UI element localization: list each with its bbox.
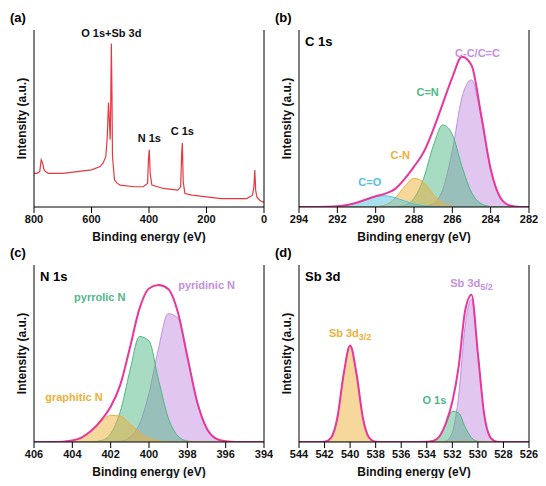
svg-text:C-C/C=C: C-C/C=C <box>455 47 500 59</box>
svg-text:394: 394 <box>255 448 273 460</box>
svg-text:406: 406 <box>25 448 43 460</box>
html-text:(d): (d) <box>275 245 292 260</box>
svg-text:C 1s: C 1s <box>171 125 194 137</box>
svg-text:282: 282 <box>520 213 538 225</box>
svg-text:404: 404 <box>63 448 82 460</box>
svg-text:400: 400 <box>140 213 158 225</box>
html-text:Sb 3d: Sb 3d <box>305 269 341 284</box>
svg-text:290: 290 <box>366 213 384 225</box>
svg-text:Binding energy (eV): Binding energy (eV) <box>92 230 205 243</box>
svg-text:Sb 3d3/2: Sb 3d3/2 <box>329 327 371 342</box>
svg-text:Sb 3d5/2: Sb 3d5/2 <box>450 277 492 292</box>
svg-text:396: 396 <box>216 448 234 460</box>
svg-text:292: 292 <box>328 213 346 225</box>
svg-text:Intensity (a.u.): Intensity (a.u.) <box>15 78 29 159</box>
svg-text:402: 402 <box>101 448 119 460</box>
svg-text:pyrrolic N: pyrrolic N <box>74 291 125 303</box>
html-text:C 1s: C 1s <box>305 34 333 49</box>
svg-text:528: 528 <box>494 448 512 460</box>
svg-text:0: 0 <box>261 213 267 225</box>
svg-text:800: 800 <box>25 213 43 225</box>
svg-text:284: 284 <box>481 213 500 225</box>
svg-text:C=O: C=O <box>358 176 381 188</box>
svg-text:400: 400 <box>140 448 158 460</box>
svg-text:294: 294 <box>290 213 309 225</box>
svg-text:Binding energy (eV): Binding energy (eV) <box>357 465 470 478</box>
svg-text:532: 532 <box>443 448 461 460</box>
html-text:(c): (c) <box>10 245 26 260</box>
svg-text:Intensity (a.u.): Intensity (a.u.) <box>280 313 294 394</box>
svg-text:C=N: C=N <box>416 86 438 98</box>
svg-text:Intensity (a.u.): Intensity (a.u.) <box>280 78 294 159</box>
svg-text:540: 540 <box>341 448 359 460</box>
svg-text:288: 288 <box>405 213 423 225</box>
html-text:N 1s: N 1s <box>40 269 68 284</box>
svg-text:536: 536 <box>392 448 410 460</box>
svg-text:538: 538 <box>366 448 384 460</box>
svg-text:Intensity (a.u.): Intensity (a.u.) <box>15 313 29 394</box>
svg-text:544: 544 <box>290 448 309 460</box>
svg-text:O 1s+Sb 3d: O 1s+Sb 3d <box>81 27 141 39</box>
svg-text:286: 286 <box>443 213 461 225</box>
svg-text:Binding energy (eV): Binding energy (eV) <box>357 230 470 243</box>
svg-text:C-N: C-N <box>390 149 410 161</box>
svg-text:pyridinic N: pyridinic N <box>178 279 235 291</box>
svg-text:200: 200 <box>197 213 215 225</box>
svg-text:526: 526 <box>520 448 538 460</box>
svg-text:O 1s: O 1s <box>422 394 446 406</box>
html-text:(a): (a) <box>10 10 26 25</box>
svg-text:graphitic N: graphitic N <box>45 391 103 403</box>
svg-text:600: 600 <box>82 213 100 225</box>
svg-text:N 1s: N 1s <box>138 132 161 144</box>
svg-text:530: 530 <box>469 448 487 460</box>
svg-text:542: 542 <box>315 448 333 460</box>
svg-text:398: 398 <box>178 448 196 460</box>
svg-text:534: 534 <box>418 448 437 460</box>
svg-text:Binding energy (eV): Binding energy (eV) <box>92 465 205 478</box>
html-text:(b): (b) <box>275 10 292 25</box>
